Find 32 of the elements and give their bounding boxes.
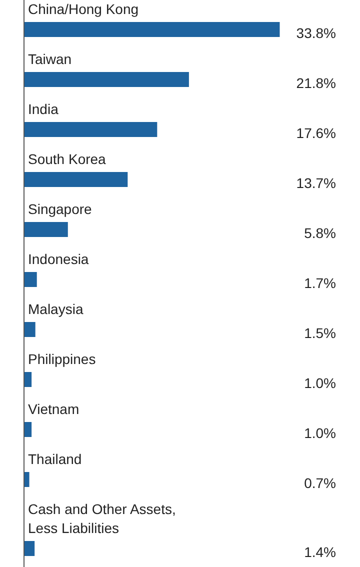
y-tick-label: Taiwan [28, 51, 72, 67]
data-label: 5.8% [304, 225, 336, 241]
data-label: 1.4% [304, 544, 336, 560]
data-label: 1.0% [304, 375, 336, 391]
bar [24, 222, 68, 237]
bar [24, 72, 189, 87]
data-label: 1.5% [304, 325, 336, 341]
data-label: 21.8% [296, 75, 336, 91]
data-label: 0.7% [304, 475, 336, 491]
y-tick-label: Cash and Other Assets, Less Liabilities [28, 501, 176, 536]
y-tick-label: Philippines [28, 351, 96, 367]
y-tick-label: China/Hong Kong [28, 1, 139, 17]
data-label: 17.6% [296, 125, 336, 141]
bar [24, 272, 37, 287]
data-label: 33.8% [296, 25, 336, 41]
y-tick-label: Vietnam [28, 401, 80, 417]
y-tick-label: India [28, 101, 59, 117]
bar [24, 122, 158, 137]
y-tick-label: Indonesia [28, 251, 89, 267]
data-label: 1.0% [304, 425, 336, 441]
y-tick-label: South Korea [28, 151, 106, 167]
data-label: 13.7% [296, 175, 336, 191]
y-tick-label: Singapore [28, 201, 92, 217]
y-tick-label: Malaysia [28, 301, 84, 317]
y-tick-label: Thailand [28, 451, 82, 467]
bar [24, 422, 32, 437]
bar [24, 322, 36, 337]
bar [24, 172, 128, 187]
bar [24, 372, 32, 387]
bar [24, 22, 280, 37]
data-label: 1.7% [304, 275, 336, 291]
bar [24, 472, 30, 487]
